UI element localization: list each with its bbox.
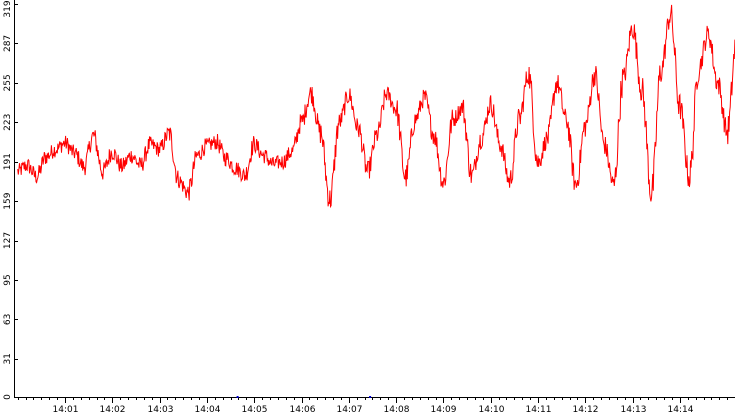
- y-tick-label: 31: [3, 353, 13, 364]
- x-tick-label: 14:03: [148, 405, 174, 415]
- x-tick-label: 14:10: [479, 405, 505, 415]
- series-line: [17, 4, 735, 209]
- plot-area: [17, 4, 735, 209]
- baseline-marker: [236, 396, 239, 398]
- y-tick-label: 255: [3, 74, 13, 91]
- x-tick-label: 14:13: [621, 405, 647, 415]
- x-tick-label: 14:07: [337, 405, 363, 415]
- y-tick-label: 159: [3, 192, 13, 209]
- x-axis: 14:01 14:02 14:03 14:04 14:05 14:06 14:07 14:08…: [14, 397, 735, 415]
- x-tick-label: 14:09: [431, 405, 457, 415]
- x-tick-label: 14:11: [526, 405, 552, 415]
- x-tick-label: 14:04: [195, 405, 221, 415]
- x-tick-label: 14:08: [384, 405, 410, 415]
- y-tick-label: 95: [3, 274, 13, 285]
- y-tick-label: 63: [3, 314, 13, 325]
- y-tick-label: 0: [3, 394, 13, 400]
- x-tick-label: 14:06: [290, 405, 316, 415]
- x-tick-label: 14:01: [53, 405, 79, 415]
- x-tick-label: 14:12: [573, 405, 599, 415]
- y-tick-label: 127: [3, 232, 13, 249]
- y-tick-label: 223: [3, 114, 13, 131]
- y-tick-label: 319: [3, 0, 13, 17]
- baseline-marker: [369, 396, 372, 398]
- x-tick-label: 14:05: [242, 405, 268, 415]
- x-tick-label: 14:02: [100, 405, 126, 415]
- y-tick-label: 191: [3, 153, 13, 170]
- y-axis: 0 31 63 95 127 159 191 223 255 287 319: [3, 0, 18, 400]
- x-tick-label: 14:14: [668, 405, 694, 415]
- baseline-markers: [236, 396, 372, 398]
- y-tick-label: 287: [3, 35, 13, 52]
